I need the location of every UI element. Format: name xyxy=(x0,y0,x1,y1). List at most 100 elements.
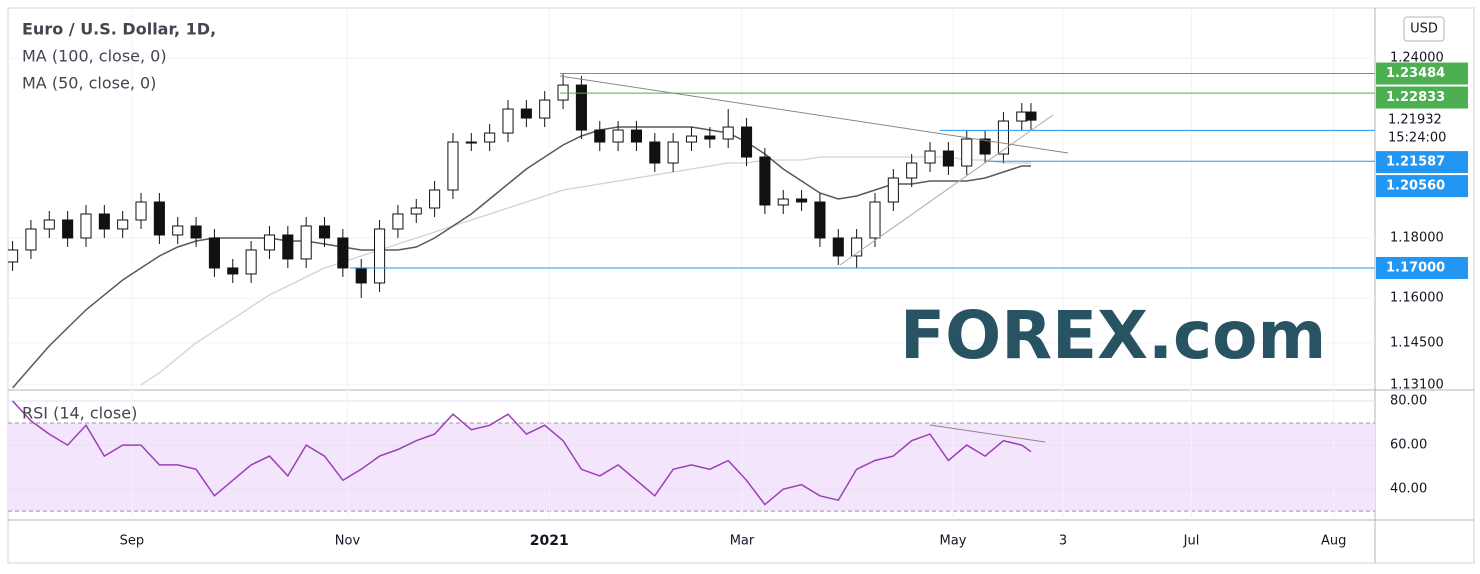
candle-body xyxy=(465,141,477,144)
candle-body xyxy=(190,225,202,239)
candle-body xyxy=(1025,111,1037,121)
candle-body xyxy=(484,132,496,143)
countdown: 15:24:00 xyxy=(1388,131,1446,146)
candle-body xyxy=(502,108,514,134)
y-tick-label: 1.13100 xyxy=(1390,377,1444,392)
price-label-bg xyxy=(1376,86,1468,109)
candle-body xyxy=(759,156,771,206)
candle-body xyxy=(741,126,753,158)
candle-body xyxy=(704,135,716,140)
candle-body xyxy=(300,225,312,260)
legend-entry: MA (50, close, 0) xyxy=(22,74,156,93)
candle-body xyxy=(355,267,367,284)
candle-body xyxy=(887,177,899,203)
candle-body xyxy=(392,213,404,230)
watermark: FOREX.com xyxy=(900,297,1326,374)
x-tick-label: Aug xyxy=(1321,534,1346,549)
rsi-trendline xyxy=(929,424,1046,443)
candle-body xyxy=(43,219,55,230)
price-label-bg xyxy=(1376,175,1468,198)
candle-body xyxy=(906,162,918,179)
candle-body xyxy=(832,237,844,257)
candle-body xyxy=(8,249,19,263)
candle-body xyxy=(80,213,92,239)
candle-body xyxy=(227,267,239,275)
candle-body xyxy=(172,225,184,236)
price-label-bg xyxy=(1376,151,1468,174)
candle-body xyxy=(135,201,147,221)
rsi-line xyxy=(12,400,1032,506)
trendline xyxy=(559,75,1069,154)
candle-body xyxy=(539,99,551,119)
x-tick-label: 2021 xyxy=(530,533,569,549)
candle-body xyxy=(649,141,661,164)
candle-body xyxy=(575,84,587,131)
chart-title: Euro / U.S. Dollar, 1D, xyxy=(22,20,216,39)
y-tick-label: 1.14500 xyxy=(1390,335,1444,350)
candle-body xyxy=(722,126,734,140)
candle-body xyxy=(447,141,459,191)
candle-body xyxy=(869,201,881,239)
x-tick-label: Jul xyxy=(1183,534,1200,549)
candle-body xyxy=(594,129,606,143)
price-label-bg xyxy=(1376,109,1468,150)
candle-body xyxy=(410,207,422,215)
candle-body xyxy=(117,219,129,230)
candle-body xyxy=(263,234,276,251)
candle-body xyxy=(924,150,936,164)
candle-body xyxy=(851,237,863,257)
candle-body xyxy=(282,234,294,260)
x-tick-label: Mar xyxy=(730,534,755,549)
y-tick-label: 1.16000 xyxy=(1390,290,1444,305)
candle-body xyxy=(942,150,954,167)
candle-body xyxy=(997,120,1009,155)
x-tick-label: May xyxy=(940,534,967,549)
candle-body xyxy=(337,237,349,269)
legend-entry: MA (100, close, 0) xyxy=(22,47,167,66)
y-tick-label: 1.24000 xyxy=(1390,51,1444,66)
price-label: 1.22833 xyxy=(1386,90,1445,105)
last-price-label: 1.21932 xyxy=(1388,113,1442,128)
candle-body xyxy=(62,219,74,239)
candle-body xyxy=(153,201,165,236)
price-label: 1.21587 xyxy=(1386,155,1445,170)
moving-average xyxy=(12,126,1031,389)
candle-body xyxy=(961,138,973,167)
candle-body xyxy=(245,249,257,275)
price-label: 1.20560 xyxy=(1386,179,1445,194)
candle-body xyxy=(612,129,624,143)
candle-body xyxy=(685,135,698,143)
y-tick-label: 60.00 xyxy=(1390,438,1427,453)
candle-body xyxy=(318,225,331,239)
candle-body xyxy=(796,198,808,203)
price-label: 1.17000 xyxy=(1386,260,1445,275)
candle-body xyxy=(208,237,220,269)
trendline xyxy=(839,114,1054,266)
price-label-bg xyxy=(1376,256,1468,279)
rsi-band xyxy=(8,423,1375,512)
x-tick-label: 3 xyxy=(1059,534,1067,549)
candle-body xyxy=(374,228,386,284)
candle-body xyxy=(667,141,679,164)
candle-body xyxy=(25,228,37,251)
price-label: 1.23484 xyxy=(1386,66,1445,81)
candle-body xyxy=(814,201,826,239)
y-tick-label: 1.18000 xyxy=(1390,230,1444,245)
rsi-title: RSI (14, close) xyxy=(22,404,137,423)
candle-body xyxy=(557,84,569,101)
price-label-bg xyxy=(1376,62,1468,85)
candle-body xyxy=(520,108,532,119)
candle-body xyxy=(630,129,642,143)
candle-body xyxy=(979,138,991,155)
currency-box[interactable] xyxy=(1403,16,1445,42)
x-tick-label: Nov xyxy=(335,534,361,549)
y-tick-label: 40.00 xyxy=(1390,482,1427,497)
candle-body xyxy=(429,189,441,209)
candle-body xyxy=(1016,111,1028,122)
candle-body xyxy=(777,198,789,206)
y-tick-label: 80.00 xyxy=(1390,394,1427,409)
candle-body xyxy=(98,213,110,230)
currency[interactable]: USD xyxy=(1410,22,1438,37)
x-tick-label: Sep xyxy=(120,534,145,549)
